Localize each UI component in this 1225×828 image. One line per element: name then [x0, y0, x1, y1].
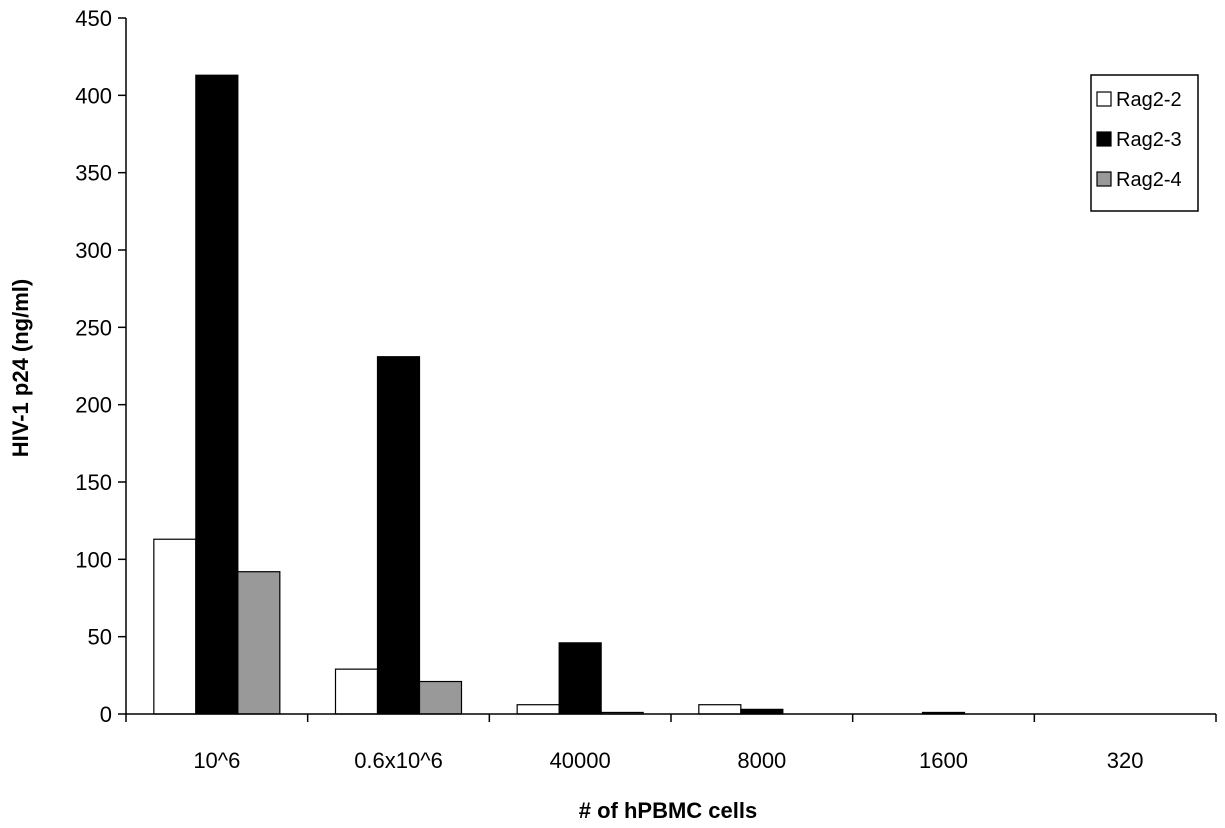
- y-tick-label: 150: [75, 470, 112, 495]
- x-tick-label: 0.6x10^6: [354, 748, 443, 773]
- bar-Rag2-2-2: [516, 704, 560, 715]
- y-axis-title: HIV-1 p24 (ng/ml): [8, 279, 33, 457]
- y-tick-label: 400: [75, 83, 112, 108]
- bar-Rag2-4-1: [418, 680, 463, 715]
- bar-Rag2-3-2: [558, 642, 602, 715]
- legend-swatch-Rag2-4: [1096, 171, 1112, 187]
- legend-label: Rag2-4: [1116, 169, 1182, 191]
- plot-area: [153, 74, 966, 715]
- legend-label: Rag2-2: [1116, 89, 1182, 111]
- x-tick-label: 10^6: [193, 748, 240, 773]
- y-tick-label: 300: [75, 238, 112, 263]
- x-tick-label: 40000: [550, 748, 611, 773]
- axes: 0 50 100 150 200 250 300 350 400 450 10^6 0.6x10^6 4…: [75, 6, 1217, 773]
- legend-swatch-Rag2-3: [1096, 131, 1112, 147]
- y-tick-label: 100: [75, 547, 112, 572]
- y-tick-label: 250: [75, 315, 112, 340]
- x-tick-label: 320: [1107, 748, 1144, 773]
- bar-Rag2-2-0: [153, 538, 197, 715]
- y-tick-label: 350: [75, 161, 112, 186]
- y-tick-label: 0: [100, 702, 112, 727]
- y-tick-label: 450: [75, 6, 112, 31]
- legend-label: Rag2-3: [1116, 129, 1182, 151]
- bar-Rag2-2-1: [334, 668, 379, 715]
- y-tick-label: 50: [88, 625, 112, 650]
- bar-Rag2-2-3: [698, 704, 742, 715]
- bar-Rag2-4-0: [237, 571, 281, 715]
- y-tick-label: 200: [75, 393, 112, 418]
- x-axis-title: # of hPBMC cells: [579, 798, 757, 823]
- legend-swatch-Rag2-2: [1096, 91, 1112, 107]
- x-tick-label: 8000: [737, 748, 786, 773]
- bar-Rag2-3-0: [195, 74, 239, 715]
- legend: Rag2-2 Rag2-3 Rag2-4: [1090, 74, 1199, 212]
- x-tick-label: 1600: [919, 748, 968, 773]
- bar-Rag2-3-1: [376, 356, 421, 715]
